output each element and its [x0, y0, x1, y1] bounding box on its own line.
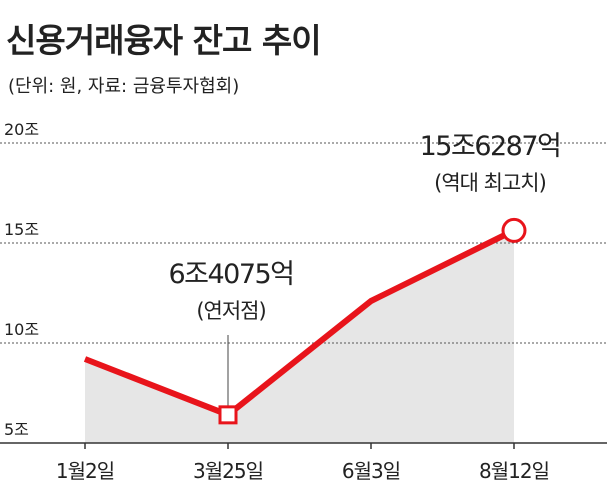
- value-note: (역대 최고치): [434, 171, 546, 195]
- marker: [501, 217, 527, 243]
- y-tick-label: 10조: [4, 320, 39, 339]
- x-tick-label: 8월12일: [479, 459, 549, 483]
- chart-title: 신용거래융자 잔고 추이: [6, 21, 321, 60]
- line: [83, 227, 516, 418]
- value-note: (연저점): [196, 299, 265, 323]
- chart-subtitle: (단위: 원, 자료: 금융투자협회): [8, 76, 239, 97]
- x-tick-label: 3월25일: [193, 459, 263, 483]
- value-label: 15조6287억: [420, 131, 561, 162]
- y-tick-label: 15조: [4, 220, 39, 239]
- y-tick-label: 20조: [4, 120, 39, 139]
- marker: [218, 405, 238, 425]
- x-tick-label: 6월3일: [342, 459, 400, 483]
- x-tick-label: 1월2일: [56, 459, 114, 483]
- value-label: 6조4075억: [168, 259, 293, 290]
- y-tick-label: 5조: [4, 420, 29, 439]
